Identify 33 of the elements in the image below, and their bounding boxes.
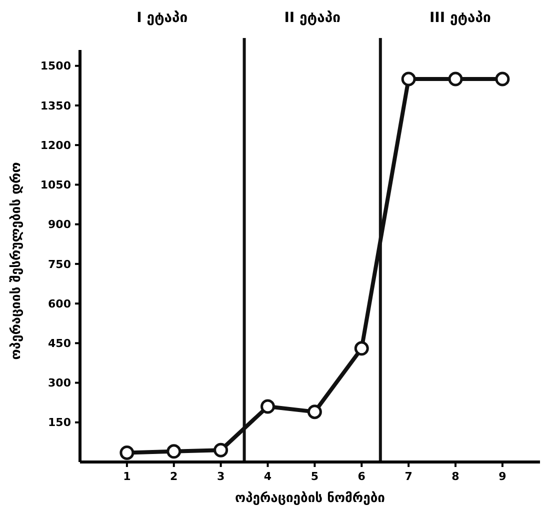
text: I ეტაპი — [136, 10, 188, 26]
y-tick-label: 300 — [48, 376, 72, 390]
point — [166, 444, 182, 459]
x-axis-title: ოპერაციების ნომრები — [234, 491, 386, 506]
y-tick-label: 150 — [48, 416, 72, 430]
x-tick-label: 2 — [170, 470, 178, 483]
y-tick-label: 1050 — [40, 178, 72, 192]
y-tick-label: 1500 — [40, 60, 72, 73]
point — [401, 72, 416, 86]
y-tick-label: 900 — [48, 218, 72, 232]
x-tick-label: 4 — [264, 470, 272, 483]
point — [495, 72, 510, 86]
x-tick-label: 1 — [123, 470, 131, 483]
y-tick-label: 1350 — [40, 99, 72, 112]
point — [448, 72, 463, 86]
x-tick-label: 3 — [216, 470, 225, 483]
x-tick-label: 5 — [310, 470, 319, 483]
text: II ეტაპი — [284, 10, 341, 26]
y-tick-label: 450 — [48, 337, 72, 350]
x-tick-label: 9 — [498, 470, 506, 483]
x-tick-label: 8 — [452, 470, 460, 483]
y-tick-label: 750 — [48, 258, 72, 271]
x-tick-label: 7 — [404, 470, 412, 483]
text: III ეტაპი — [429, 10, 492, 26]
point — [354, 341, 369, 356]
point — [214, 442, 228, 458]
point — [307, 404, 322, 420]
point — [260, 399, 276, 414]
point — [120, 446, 134, 460]
y-tick-label: 600 — [48, 297, 72, 310]
y-tick-label: 1200 — [40, 138, 72, 152]
x-tick-label: 6 — [358, 470, 366, 483]
y-axis-title: ოპერაციის შესრულების დრო — [9, 162, 24, 360]
